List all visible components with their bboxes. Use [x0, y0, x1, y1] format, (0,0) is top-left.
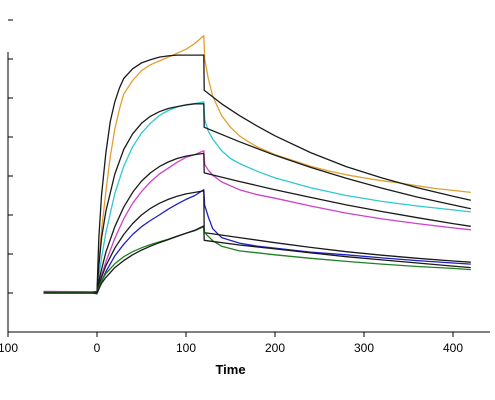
- x-axis-title: Time: [215, 362, 245, 377]
- series-line-4: [43, 103, 471, 293]
- y-axis-ticks: [8, 19, 13, 333]
- x-tick-label: 300: [354, 341, 374, 355]
- x-tick-label: 400: [443, 341, 463, 355]
- series-line-10: [43, 225, 471, 294]
- x-axis-ticks: [7, 332, 454, 337]
- x-tick-label: 0: [94, 341, 101, 355]
- x-tick-label: 200: [265, 341, 285, 355]
- series-line-3: [43, 101, 471, 293]
- series-line-6: [43, 152, 471, 293]
- axes: [7, 52, 490, 333]
- series-line-2: [43, 54, 471, 293]
- series-line-8: [43, 190, 471, 294]
- series-lines: [43, 34, 471, 295]
- series-line-7: [43, 189, 471, 295]
- series-line-1: [43, 34, 471, 294]
- x-axis-tick-labels: 100 0 100 200 300 400: [0, 341, 463, 355]
- x-tick-label: 100: [0, 341, 18, 355]
- x-tick-label: 100: [176, 341, 196, 355]
